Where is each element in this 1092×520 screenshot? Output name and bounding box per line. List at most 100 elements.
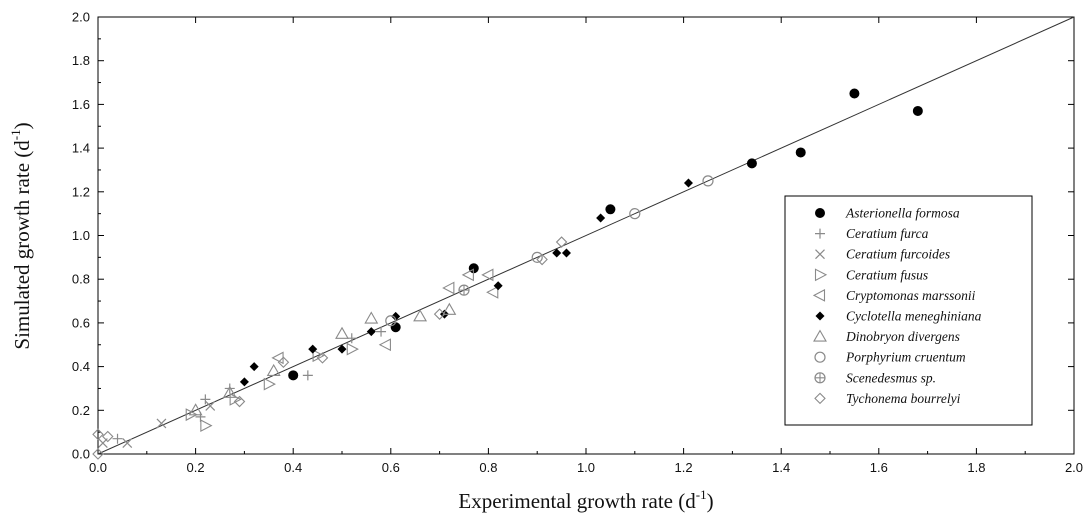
legend-label: Cryptomonas marssonii	[846, 288, 976, 303]
y-tick-label: 2.0	[72, 10, 90, 25]
series	[112, 326, 387, 444]
y-tick-label: 0.6	[72, 315, 90, 330]
marker-plus	[302, 370, 313, 381]
data-point	[815, 208, 825, 218]
data-point	[277, 356, 290, 369]
data-point	[442, 302, 457, 315]
marker-open-circle	[814, 351, 826, 363]
data-point	[561, 248, 571, 258]
x-axis-title-superscript: -1	[696, 487, 707, 502]
marker-triangle-up	[222, 385, 237, 398]
data-point	[385, 315, 397, 327]
data-point	[156, 418, 167, 429]
legend-label: Tychonema bourrelyi	[846, 391, 961, 406]
marker-filled-circle	[288, 370, 299, 381]
y-tick-label: 0.2	[72, 403, 90, 418]
marker-filled-diamond	[561, 248, 571, 258]
marker-filled-diamond	[239, 377, 249, 387]
x-tick-label: 1.0	[577, 460, 595, 475]
data-point	[596, 213, 606, 223]
legend-item: Porphyrium cruentum	[814, 350, 966, 365]
marker-triangle-up	[335, 326, 349, 339]
x-tick-label: 0.0	[89, 460, 107, 475]
x-axis-title: Experimental growth rate (d-1)	[458, 487, 713, 513]
marker-filled-diamond	[493, 281, 503, 291]
marker-open-diamond	[92, 428, 104, 441]
data-point	[239, 377, 249, 387]
y-tick-label: 0.8	[72, 272, 90, 287]
data-point	[531, 251, 543, 263]
marker-open-circle	[629, 208, 641, 220]
legend: Asterionella formosa Ceratium furca Cerati…	[784, 195, 1033, 426]
legend-item: Ceratium fusus	[814, 267, 928, 282]
marker-plus	[224, 383, 235, 394]
data-point	[378, 338, 391, 352]
y-tick-label: 0.4	[72, 359, 90, 374]
data-point	[812, 288, 826, 302]
y-axis-title-main: Simulated growth rate (d	[10, 140, 34, 350]
legend-label: Ceratium furcoides	[846, 247, 950, 262]
marker-filled-circle	[390, 322, 401, 333]
legend-item: Scenedesmus sp.	[814, 370, 936, 385]
marker-cross	[205, 401, 216, 411]
data-point	[486, 285, 499, 299]
x-axis-title-main: Experimental growth rate (d	[458, 489, 696, 513]
marker-triangle-up	[442, 302, 457, 315]
series	[271, 268, 499, 365]
legend-label: Porphyrium cruentum	[845, 350, 966, 365]
marker-filled-diamond	[596, 213, 606, 223]
marker-open-circle	[385, 315, 397, 327]
marker-triangle-right	[346, 342, 359, 356]
data-point	[814, 351, 826, 363]
x-tick-label: 1.6	[870, 460, 888, 475]
y-axis-title-end: )	[10, 122, 34, 129]
marker-triangle-left	[481, 268, 494, 282]
data-point	[605, 204, 616, 215]
marker-triangle-left	[442, 281, 455, 295]
y-tick-label: 1.4	[72, 141, 90, 156]
data-point	[376, 326, 387, 337]
marker-triangle-up	[413, 309, 428, 322]
y-tick-label: 1.6	[72, 97, 90, 112]
marker-filled-diamond	[815, 311, 825, 321]
data-point	[702, 175, 714, 187]
x-axis-title-end: )	[707, 489, 714, 513]
x-tick-label: 0.2	[187, 460, 205, 475]
marker-open-circle	[531, 251, 543, 263]
marker-filled-diamond	[683, 178, 693, 188]
data-point	[101, 430, 114, 443]
data-point	[390, 322, 401, 333]
marker-filled-diamond	[552, 248, 562, 258]
data-point	[271, 351, 284, 365]
data-point	[266, 363, 281, 377]
one-to-one-line	[97, 16, 1075, 455]
data-point	[814, 268, 828, 282]
data-point	[815, 228, 825, 239]
data-point	[200, 419, 213, 433]
marker-triangle-right	[263, 377, 276, 391]
marker-triangle-left	[461, 268, 474, 282]
data-point	[92, 428, 104, 441]
data-point	[815, 311, 825, 321]
marker-filled-circle	[849, 88, 860, 99]
data-point	[222, 385, 237, 398]
legend-item: Cyclotella meneghiniana	[815, 309, 982, 324]
data-point	[224, 383, 235, 394]
data-point	[205, 401, 216, 411]
marker-triangle-left	[378, 338, 391, 352]
x-tick-label: 0.8	[479, 460, 497, 475]
data-point	[493, 281, 503, 291]
data-point	[814, 372, 826, 384]
data-point	[335, 326, 349, 339]
legend-label: Cyclotella meneghiniana	[846, 309, 982, 324]
marker-triangle-up	[188, 403, 203, 416]
marker-circle-plus-cross	[815, 372, 825, 383]
marker-triangle-left	[486, 285, 499, 299]
data-point	[536, 253, 548, 266]
data-point	[249, 362, 259, 372]
data-point	[233, 395, 246, 408]
data-point	[366, 327, 376, 337]
y-axis-title-superscript: -1	[8, 129, 23, 140]
data-point	[413, 309, 428, 322]
